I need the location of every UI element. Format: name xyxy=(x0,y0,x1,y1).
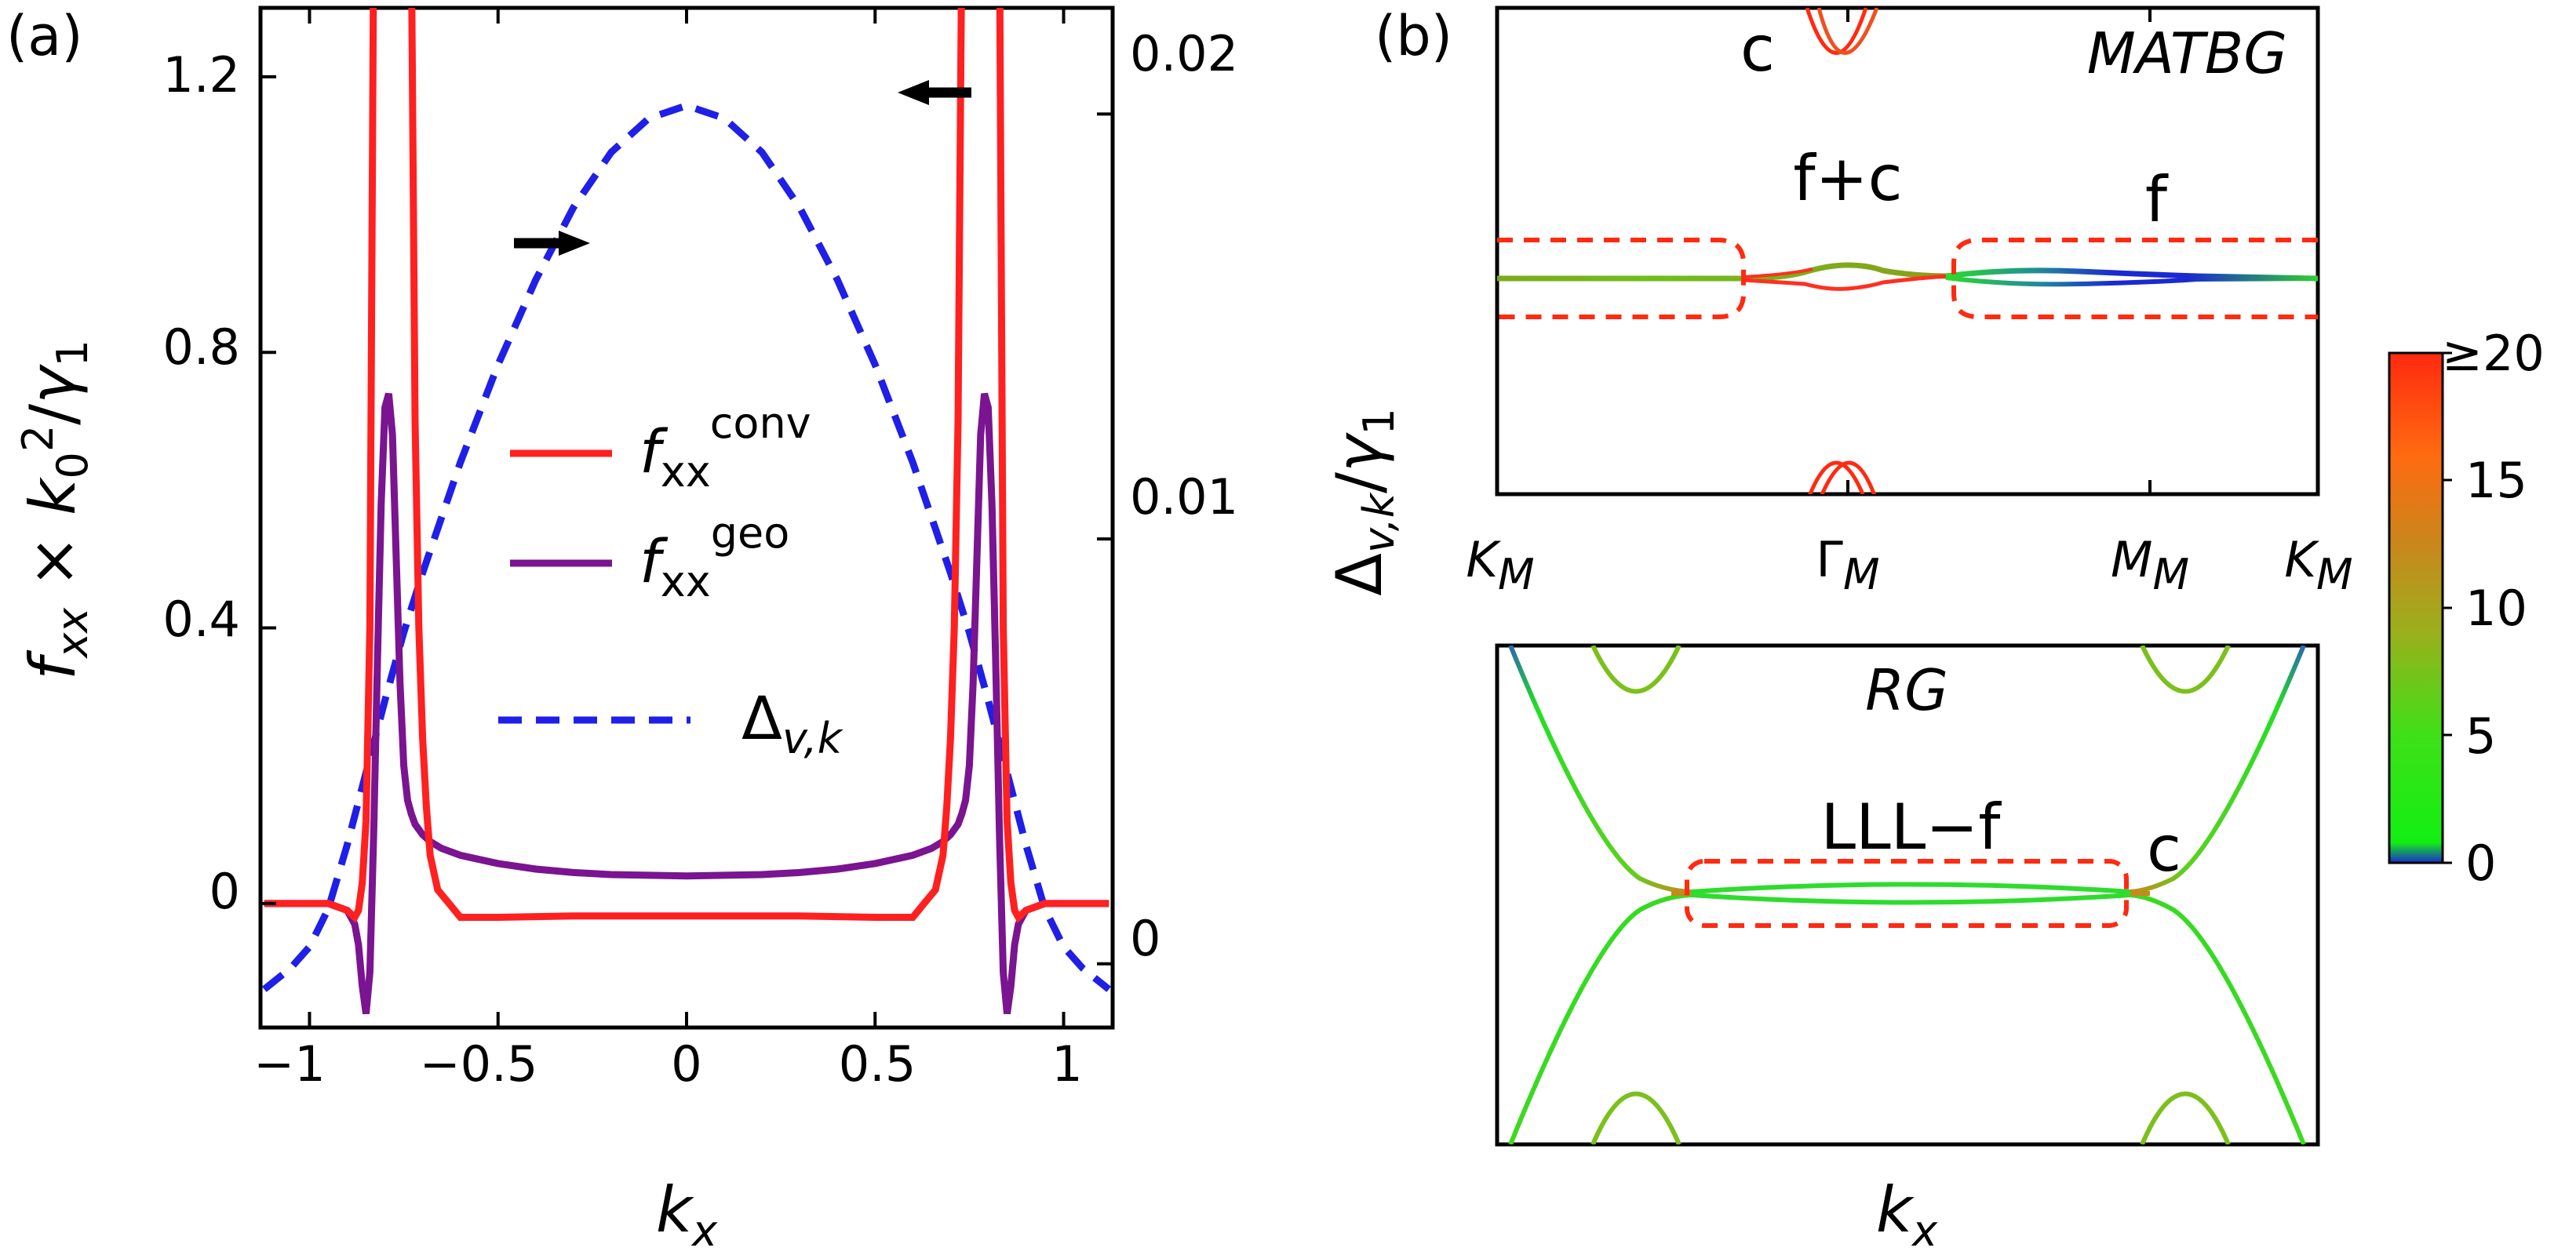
annotation-c: c xyxy=(1740,13,1775,85)
x-tick-label: MM xyxy=(2111,531,2189,599)
matbg-flat-band xyxy=(1497,262,1947,282)
x-tick-label: 1 xyxy=(1051,1035,1082,1093)
panel-a-plot-area xyxy=(261,8,1112,1015)
series-fconv-line xyxy=(264,8,1109,923)
matbg-f-band xyxy=(1945,267,2318,282)
rg-bands xyxy=(1508,646,2306,1144)
x-tick-label: KM xyxy=(2284,531,2352,599)
panel-b-y-axis-label: Δv,k/γ1 xyxy=(1323,408,1404,595)
matbg-dashed-box xyxy=(1951,238,2318,319)
matbg-flat-band xyxy=(1743,274,1947,291)
matbg-c-band xyxy=(1805,8,1868,55)
rg-band-upper-right xyxy=(2130,646,2306,894)
rg-band-upper-left xyxy=(1508,646,1692,894)
matbg-v-band xyxy=(1808,460,1865,494)
panel-a-ticks xyxy=(261,8,1113,1028)
matbg-f-band xyxy=(1945,275,2318,287)
x-tick-label: ΓM xyxy=(1816,531,1879,599)
panel-b-label: (b) xyxy=(1375,4,1452,68)
y-tick-label: 0.8 xyxy=(162,318,240,376)
rg-dashed-box xyxy=(1685,859,2129,928)
x-tick-label: −0.5 xyxy=(420,1035,538,1093)
rg-corner-band xyxy=(1590,646,1682,694)
y2-tick-label: 0.02 xyxy=(1130,25,1238,82)
x-tick-label: 0 xyxy=(671,1035,701,1093)
panel-title-rg: RG xyxy=(1865,657,1948,723)
matbg-v-band xyxy=(1820,460,1876,494)
y-tick-label: 0 xyxy=(210,863,240,920)
svg-text:fxx × k02/γ1: fxx × k02/γ1 xyxy=(13,340,97,680)
colorbar-ticks xyxy=(2443,351,2452,864)
legend-label-delta: Δv,k xyxy=(741,683,844,763)
series-delta-line xyxy=(261,101,1112,992)
series-fgeo-line xyxy=(264,392,1109,1015)
x-tick-label: 0.5 xyxy=(839,1035,916,1093)
colorbar-tick-label: 0 xyxy=(2465,835,2496,892)
legend: fxxconv fxxgeo Δv,k xyxy=(498,398,844,763)
rg-corner-band xyxy=(1590,1091,1682,1144)
annotation-f: f xyxy=(2145,163,2169,236)
rg-band-lower-right xyxy=(2130,893,2306,1144)
annotation-f-plus-c: f+c xyxy=(1793,142,1902,215)
annotation-c: c xyxy=(2147,813,2181,886)
svg-text:Δv,k/γ1: Δv,k/γ1 xyxy=(1323,408,1404,595)
matbg-bands xyxy=(1497,8,2318,494)
colorbar xyxy=(2388,351,2444,864)
matbg-flat-band xyxy=(1743,267,1813,278)
colorbar-tick-label: 5 xyxy=(2465,708,2496,765)
x-tick-label: KM xyxy=(1466,531,1534,599)
colorbar-tick-label: ≥20 xyxy=(2442,325,2545,382)
panel-b-top-frame xyxy=(1495,5,2320,497)
panel-b-bottom-frame xyxy=(1495,643,2320,1147)
arrow-left-icon xyxy=(898,80,971,105)
panel-b-x-axis-label: kx xyxy=(1876,1173,1938,1255)
panel-title-matbg: MATBG xyxy=(2087,20,2287,86)
rg-lll-band xyxy=(1690,893,2131,905)
legend-label-fconv: fxxconv xyxy=(639,398,811,497)
rg-band-lower-left xyxy=(1508,893,1692,1144)
matbg-dashed-box xyxy=(1497,238,1746,319)
x-axis-label: kx xyxy=(656,1173,718,1255)
y-axis-label: fxx × k02/γ1 xyxy=(13,340,97,680)
rg-lll-band xyxy=(1690,882,2131,894)
rg-corner-band xyxy=(2140,646,2231,694)
annotation-lll-f: LLL−f xyxy=(1821,791,2002,864)
panel-a-label: (a) xyxy=(6,4,83,68)
rg-corner-band xyxy=(2140,1091,2231,1144)
y-tick-label: 0.4 xyxy=(162,591,240,648)
y-tick-label: 1.2 xyxy=(162,46,240,104)
x-tick-label: −1 xyxy=(253,1035,325,1093)
arrow-right-icon xyxy=(514,231,590,256)
y2-tick-label: 0 xyxy=(1130,910,1160,967)
matbg-c-band xyxy=(1816,8,1879,55)
colorbar-tick-label: 15 xyxy=(2465,452,2527,509)
colorbar-tick-label: 10 xyxy=(2465,580,2527,637)
y2-tick-label: 0.01 xyxy=(1130,468,1238,526)
legend-label-fgeo: fxxgeo xyxy=(639,508,789,606)
